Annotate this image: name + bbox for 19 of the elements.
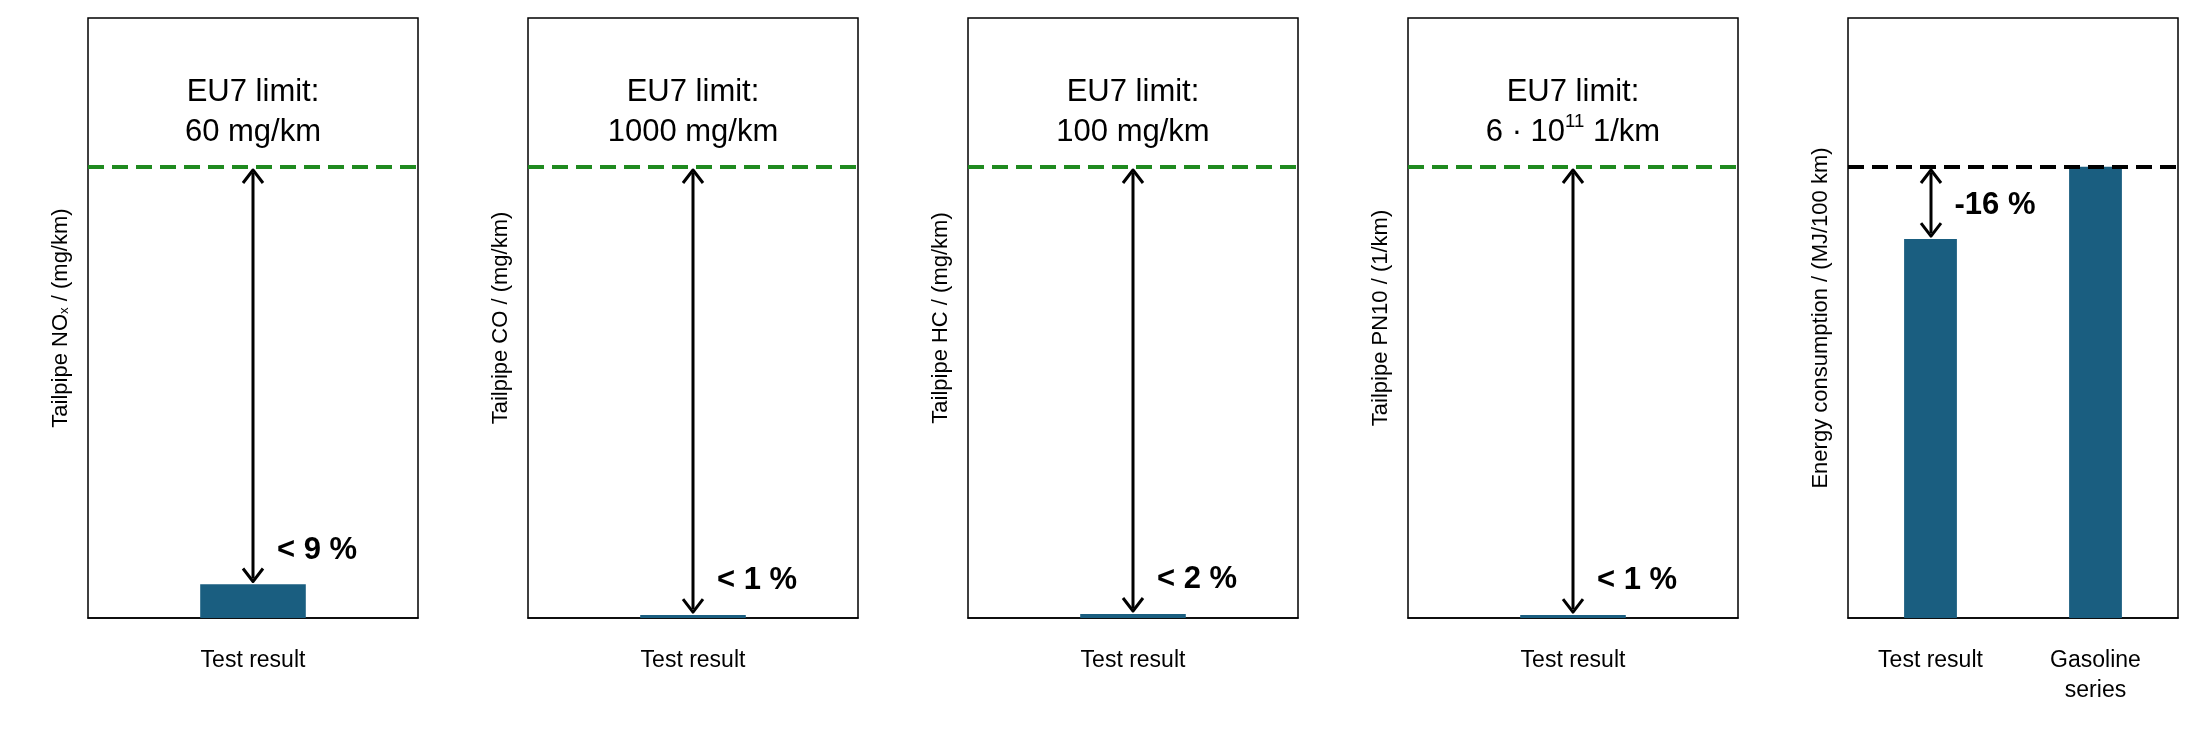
y-axis-title: Tailpipe HC / (mg/km) [926, 212, 952, 424]
x-tick-label: Gasoline series [2050, 646, 2141, 702]
x-tick-label: Test result [640, 646, 747, 672]
y-axis-title: Tailpipe PN10 / (1/km) [1366, 209, 1392, 427]
x-tick-label: Test result [1080, 646, 1187, 672]
text: EU7 limit: 100 mg/km [1056, 73, 1210, 149]
x-tick-label: Test result [1520, 646, 1627, 672]
y-axis-title: Energy consumption / (MJ/100 km) [1806, 147, 1832, 489]
text: EU7 limit: 60 mg/km [184, 73, 322, 149]
y-axis-title: Tailpipe CO / (mg/km) [486, 211, 512, 425]
text: EU7 limit: 1000 mg/km [607, 73, 779, 149]
x-tick-label: Test result [200, 646, 307, 672]
x-tick-label: Test result [1878, 646, 1984, 672]
annotation: -16 % [1954, 185, 2036, 221]
y-axis-title: Tailpipe NOx / (mg/km) [46, 208, 72, 428]
text: < 2 % [1157, 560, 1238, 596]
text: < 1 % [717, 561, 798, 597]
text: < 1 % [1597, 561, 1678, 597]
text: < 9 % [277, 530, 358, 566]
